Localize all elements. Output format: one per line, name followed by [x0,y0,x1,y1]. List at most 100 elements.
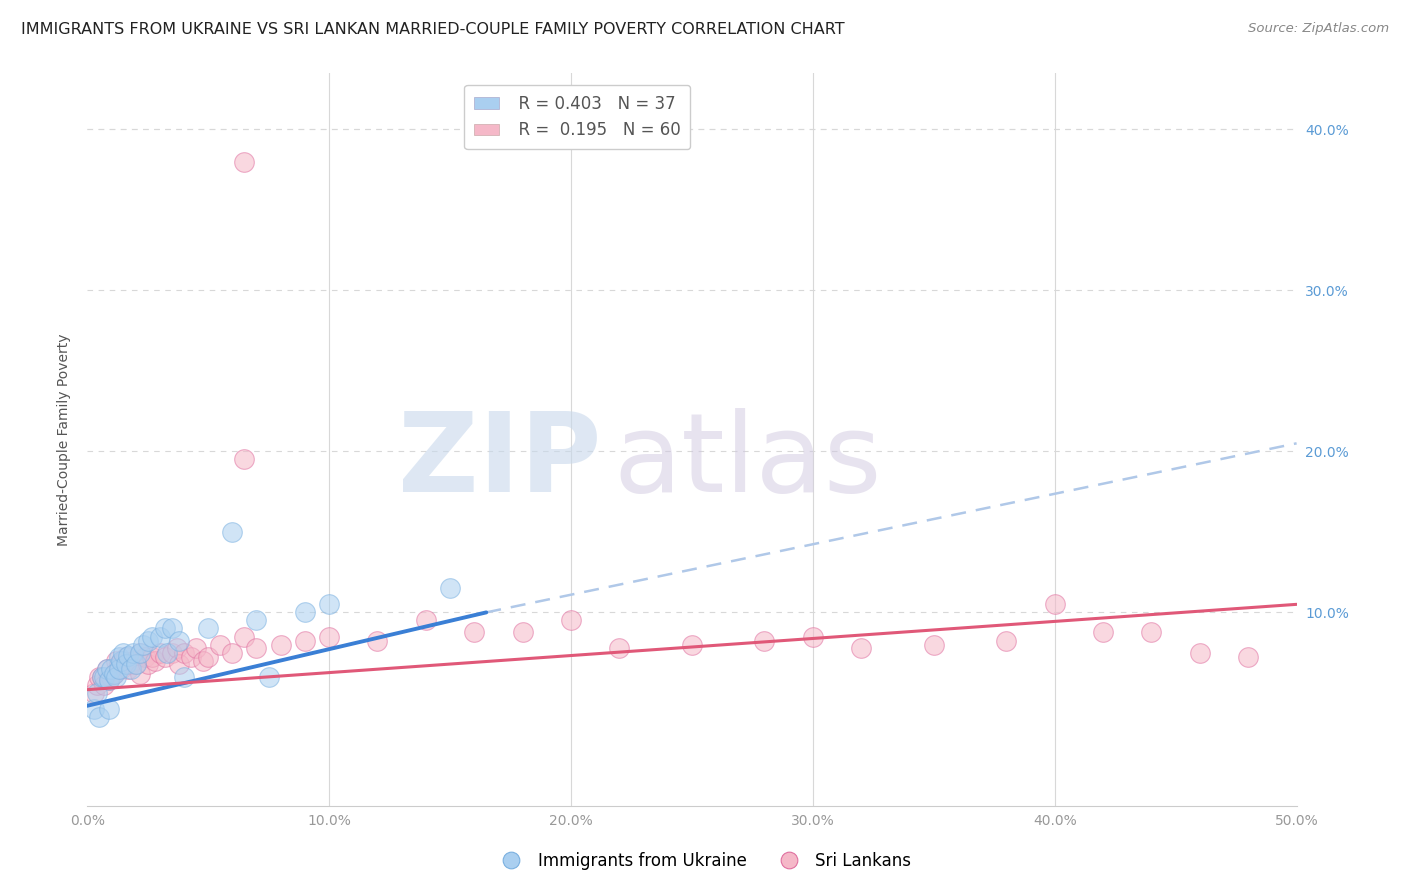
Point [463,624,485,639]
Point [294,606,316,620]
Point [134,650,156,665]
Point [143,654,166,668]
Point [89,670,111,684]
Point [120,657,142,671]
Point [1237,650,1260,665]
Point [270,638,292,652]
Point [129,666,152,681]
Point [97,702,120,716]
Legend: Immigrants from Ukraine, Sri Lankans: Immigrants from Ukraine, Sri Lankans [488,846,918,877]
Point [995,634,1018,648]
Point [156,646,179,660]
Point [754,634,776,648]
Point [105,654,128,668]
Point [245,614,267,628]
Point [153,622,176,636]
Point [245,640,267,655]
Point [93,670,115,684]
Point [107,657,129,671]
Point [83,686,105,700]
Point [415,614,437,628]
Point [197,650,219,665]
Point [124,657,146,671]
Point [107,662,129,676]
Point [167,634,190,648]
Point [96,662,118,676]
Point [197,622,219,636]
Point [1140,624,1163,639]
Point [122,654,145,668]
Point [117,648,139,663]
Point [129,646,152,660]
Point [560,614,582,628]
Point [112,646,135,660]
Point [221,524,243,539]
Point [184,640,207,655]
Text: IMMIGRANTS FROM UKRAINE VS SRI LANKAN MARRIED-COUPLE FAMILY POVERTY CORRELATION : IMMIGRANTS FROM UKRAINE VS SRI LANKAN MA… [21,22,845,37]
Point [100,670,122,684]
Point [1043,598,1066,612]
Point [136,657,159,671]
Point [93,678,115,692]
Point [100,662,122,676]
Point [801,630,824,644]
Point [141,650,163,665]
Point [117,662,139,676]
Point [166,640,188,655]
Point [107,650,129,665]
Point [1188,646,1211,660]
Text: ZIP: ZIP [398,408,602,515]
Legend:   R = 0.403   N = 37,   R =  0.195   N = 60: R = 0.403 N = 37, R = 0.195 N = 60 [464,85,690,149]
Point [1092,624,1115,639]
Point [90,670,112,684]
Point [136,634,159,648]
Point [180,650,202,665]
Point [115,657,138,671]
Point [607,640,630,655]
Point [512,624,534,639]
Point [96,662,118,676]
Point [173,646,195,660]
Point [233,154,256,169]
Y-axis label: Married-Couple Family Poverty: Married-Couple Family Poverty [58,333,72,546]
Text: atlas: atlas [613,408,882,515]
Point [83,702,105,716]
Point [141,630,163,644]
Point [439,581,461,595]
Point [86,686,108,700]
Point [103,666,125,681]
Point [90,670,112,684]
Point [89,710,111,724]
Point [922,638,945,652]
Point [221,646,243,660]
Point [120,662,142,676]
Text: Source: ZipAtlas.com: Source: ZipAtlas.com [1249,22,1389,36]
Point [233,452,256,467]
Point [115,650,138,665]
Point [124,657,146,671]
Point [129,646,152,660]
Point [160,646,183,660]
Point [97,673,120,687]
Point [167,657,190,671]
Point [153,650,176,665]
Point [103,666,125,681]
Point [105,670,128,684]
Point [112,654,135,668]
Point [110,654,132,668]
Point [318,630,340,644]
Point [97,673,120,687]
Point [851,640,873,655]
Point [160,622,183,636]
Point [366,634,388,648]
Point [294,634,316,648]
Point [233,630,256,644]
Point [110,662,132,676]
Point [122,646,145,660]
Point [149,630,172,644]
Point [318,598,340,612]
Point [149,646,172,660]
Point [257,670,280,684]
Point [681,638,703,652]
Point [173,670,195,684]
